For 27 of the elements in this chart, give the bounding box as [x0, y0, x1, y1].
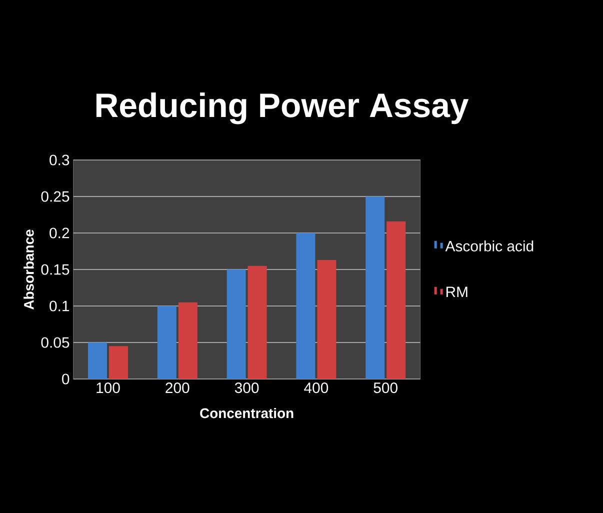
bar	[296, 233, 316, 379]
y-axis-title: Absorbance	[24, 230, 34, 310]
y-tick-label: 0.3	[50, 154, 70, 166]
x-tick-label: 400	[304, 382, 328, 394]
y-tick-label: 0	[62, 374, 70, 384]
bar	[386, 221, 406, 379]
legend-label: Ascorbic acid	[445, 240, 534, 252]
x-tick-label: 100	[96, 382, 120, 394]
bar	[226, 270, 246, 379]
y-tick-label: 0.25	[41, 191, 70, 202]
y-tick-label: 0.15	[41, 264, 70, 275]
x-tick-label: 300	[234, 382, 259, 394]
bar	[157, 306, 176, 379]
bar	[317, 260, 336, 379]
x-axis-title: Concentration	[200, 408, 294, 418]
chart-title: Reducing Power Assay	[96, 92, 469, 124]
bar	[178, 302, 198, 379]
bar	[108, 346, 128, 379]
y-tick-label: 0.05	[41, 337, 70, 348]
bar	[366, 196, 385, 379]
bar	[248, 266, 267, 379]
bar	[88, 342, 108, 379]
x-tick-label: 200	[166, 382, 190, 394]
y-tick-label: 0.1	[50, 300, 70, 312]
legend-label: RM	[446, 286, 468, 298]
y-tick-label: 0.2	[50, 228, 70, 238]
x-tick-label: 500	[374, 382, 398, 394]
